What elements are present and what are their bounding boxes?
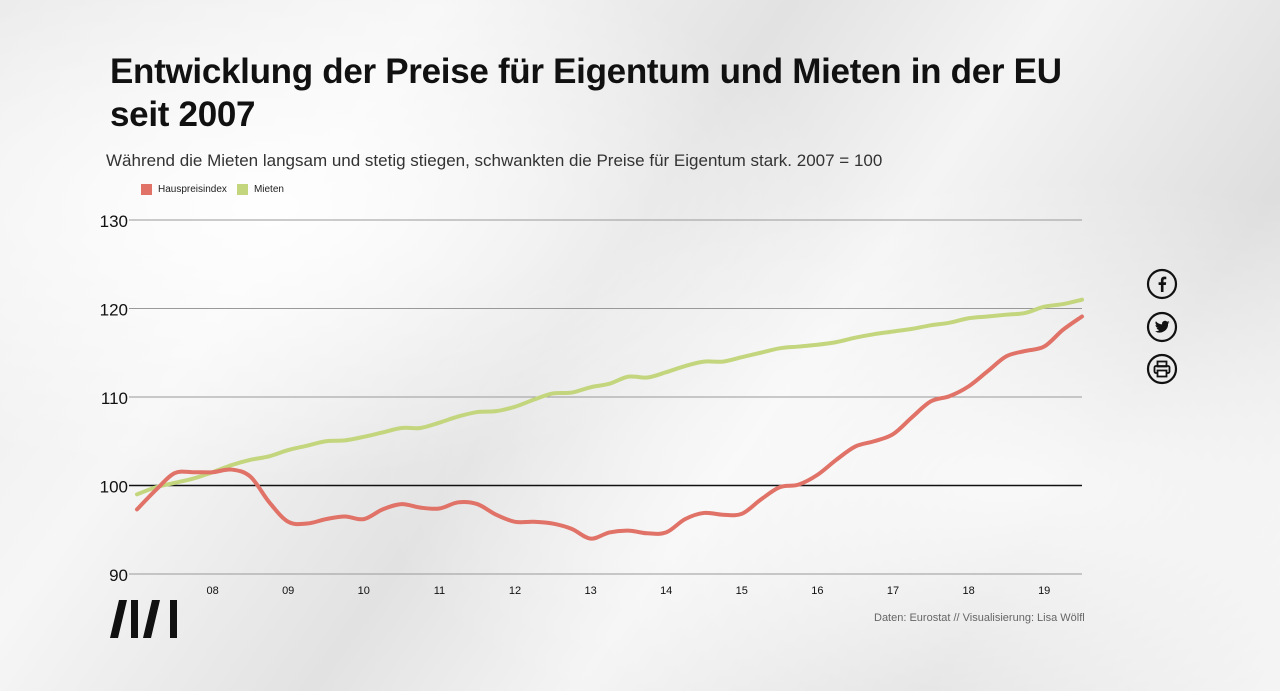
legend-label: Hauspreisindex — [158, 184, 227, 195]
source-credit: Daten: Eurostat // Visualisierung: Lisa … — [874, 612, 1085, 624]
x-tick-label: 18 — [962, 585, 974, 597]
twitter-icon[interactable] — [1146, 311, 1178, 343]
y-tick-label: 120 — [100, 301, 128, 320]
chart-title: Entwicklung der Preise für Eigentum und … — [110, 52, 1062, 134]
legend-swatch — [236, 184, 248, 195]
x-tick-label: 15 — [736, 585, 748, 597]
logo — [110, 600, 177, 638]
legend-label: Mieten — [253, 184, 284, 195]
x-tick-label: 11 — [434, 585, 445, 597]
y-tick-label: 100 — [100, 478, 128, 497]
y-tick-label: 110 — [101, 389, 128, 408]
x-tick-label: 14 — [660, 585, 672, 597]
x-tick-label: 10 — [358, 585, 370, 597]
y-tick-label: 90 — [109, 566, 128, 585]
legend-item-mieten: Mieten — [236, 184, 284, 195]
legend-item-hauspreisindex: Hauspreisindex — [141, 184, 227, 195]
x-tick-label: 17 — [887, 585, 899, 597]
x-tick-label: 13 — [584, 585, 596, 597]
x-tick-label: 09 — [282, 585, 294, 597]
print-icon[interactable] — [1146, 353, 1178, 385]
series-line-mieten — [135, 297, 1084, 497]
legend-swatch — [141, 184, 152, 195]
x-tick-label: 19 — [1038, 585, 1050, 597]
x-tick-label: 08 — [206, 585, 218, 597]
x-tick-label: 12 — [509, 585, 521, 597]
chart-subtitle: Während die Mieten langsam und stetig st… — [106, 151, 883, 170]
x-tick-label: 16 — [811, 585, 823, 597]
legend: Hauspreisindex Mieten — [141, 184, 284, 195]
series-line-hauspreisindex — [135, 314, 1084, 541]
y-tick-label: 130 — [100, 212, 128, 231]
facebook-icon[interactable] — [1146, 268, 1178, 300]
